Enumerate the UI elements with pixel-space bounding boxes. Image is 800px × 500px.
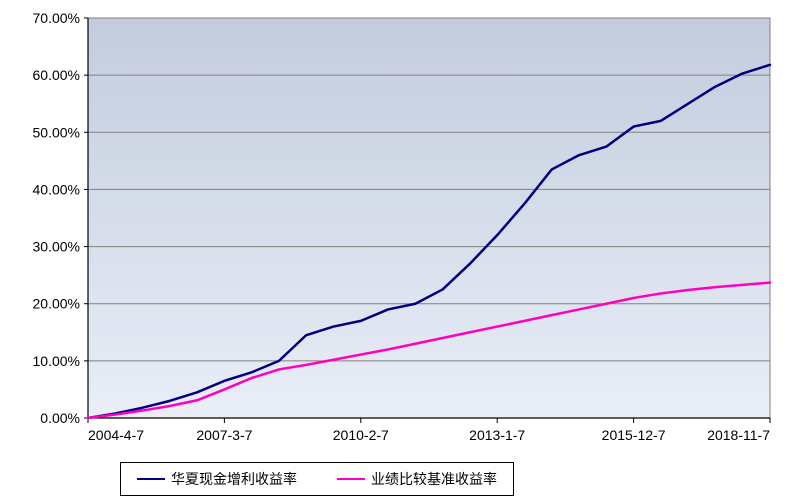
svg-text:60.00%: 60.00%	[33, 67, 80, 83]
svg-text:2004-4-7: 2004-4-7	[88, 427, 144, 443]
svg-text:10.00%: 10.00%	[33, 353, 80, 369]
svg-text:30.00%: 30.00%	[33, 239, 80, 255]
svg-text:2007-3-7: 2007-3-7	[196, 427, 252, 443]
legend-item: 华夏现金增利收益率	[137, 469, 297, 489]
legend-swatch-icon	[137, 478, 165, 480]
line-chart: 0.00% 10.00% 20.00% 30.00% 40.00% 50.00% 60.00…	[0, 0, 800, 460]
svg-text:0.00%: 0.00%	[40, 410, 80, 426]
legend: 华夏现金增利收益率 业绩比较基准收益率	[120, 462, 514, 496]
legend-label: 业绩比较基准收益率	[371, 469, 497, 489]
legend-label: 华夏现金增利收益率	[171, 469, 297, 489]
svg-text:50.00%: 50.00%	[33, 124, 80, 140]
chart-container: 0.00% 10.00% 20.00% 30.00% 40.00% 50.00% 60.00…	[0, 0, 800, 500]
legend-item: 业绩比较基准收益率	[337, 469, 497, 489]
svg-text:70.00%: 70.00%	[33, 10, 80, 26]
svg-text:40.00%: 40.00%	[33, 181, 80, 197]
svg-text:20.00%: 20.00%	[33, 296, 80, 312]
legend-swatch-icon	[337, 478, 365, 480]
svg-text:2013-1-7: 2013-1-7	[469, 427, 525, 443]
svg-text:2018-11-7: 2018-11-7	[707, 427, 770, 443]
svg-text:2010-2-7: 2010-2-7	[333, 427, 389, 443]
svg-text:2015-12-7: 2015-12-7	[602, 427, 666, 443]
